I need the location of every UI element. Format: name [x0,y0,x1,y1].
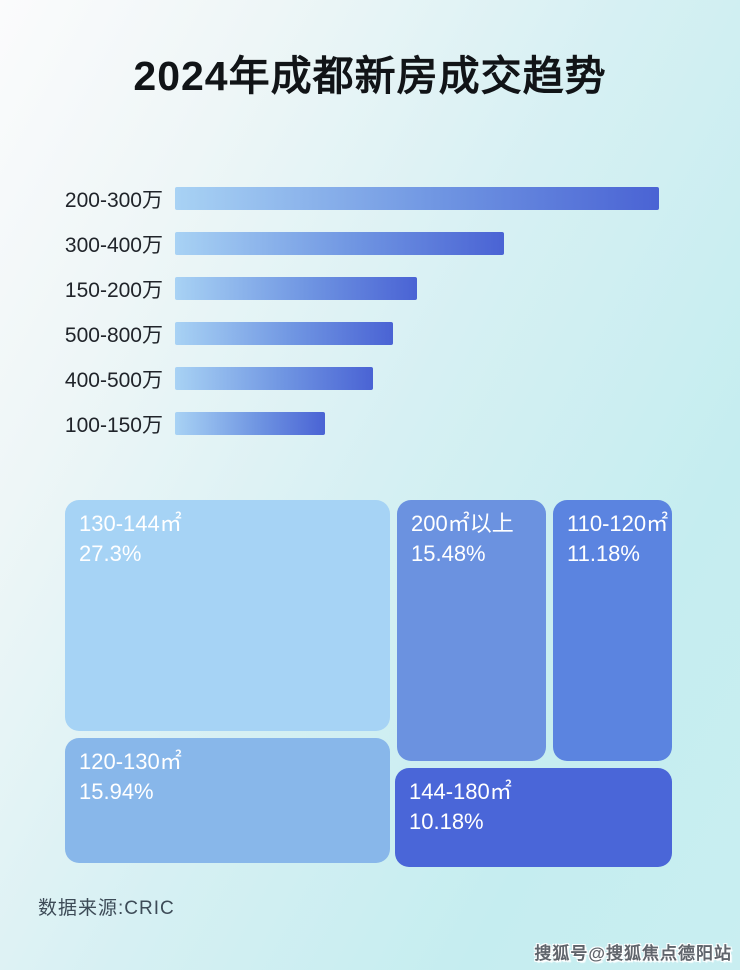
bar-category-label: 200-300万 [64,188,163,212]
bar-row-200-300: 200-300万 [23,187,659,212]
bar-500-800 [175,322,393,345]
treemap-block-label: 200㎡以上 [411,511,514,536]
page-title: 2024年成都新房成交趋势 [133,53,607,99]
bar-400-500 [175,367,374,390]
bar-300-400 [175,232,505,255]
bar-track [175,412,659,435]
bar-200-300 [175,187,659,210]
treemap-block-label: 110-120㎡ [567,511,669,536]
bar-category-label: 500-800万 [64,323,163,347]
bar-row-300-400: 300-400万 [23,232,659,257]
treemap-block-value: 15.48% [411,540,486,566]
bar-track [175,232,659,255]
bar-category-label: 100-150万 [64,413,163,437]
bar-track [175,322,659,345]
treemap-block-value: 10.18% [409,808,484,834]
bar-track [175,367,659,390]
area-share-treemap: 130-144㎡ 27.3% 200㎡以上 15.48% 110-120㎡ 11… [65,500,672,867]
watermark-text: 搜狐号@搜狐焦点德阳站 [534,944,732,963]
treemap-block-label: 120-130㎡ [79,749,182,774]
bar-150-200 [175,277,417,300]
treemap-block-144-180: 144-180㎡ 10.18% [395,768,672,867]
bar-row-400-500: 400-500万 [23,367,659,392]
treemap-block-110-120: 110-120㎡ 11.18% [553,500,672,761]
bar-100-150 [175,412,326,435]
treemap-block-130-144: 130-144㎡ 27.3% [65,500,390,731]
bar-row-500-800: 500-800万 [23,322,659,347]
bar-track [175,277,659,300]
data-source-label: 数据来源:CRIC [38,898,175,919]
price-band-bar-chart: 200-300万 300-400万 150-200万 500-800万 400-… [23,187,659,437]
bar-row-150-200: 150-200万 [23,277,659,302]
bar-category-label: 300-400万 [64,233,163,257]
treemap-block-200-plus: 200㎡以上 15.48% [397,500,546,761]
treemap-block-value: 27.3% [79,540,142,566]
treemap-block-label: 130-144㎡ [79,511,182,536]
treemap-block-value: 11.18% [567,540,640,566]
treemap-block-label: 144-180㎡ [409,779,512,804]
bar-category-label: 400-500万 [64,368,163,392]
bar-category-label: 150-200万 [64,278,163,302]
treemap-block-120-130: 120-130㎡ 15.94% [65,738,390,863]
bar-row-100-150: 100-150万 [23,412,659,437]
treemap-block-value: 15.94% [79,778,154,804]
bar-track [175,187,659,210]
